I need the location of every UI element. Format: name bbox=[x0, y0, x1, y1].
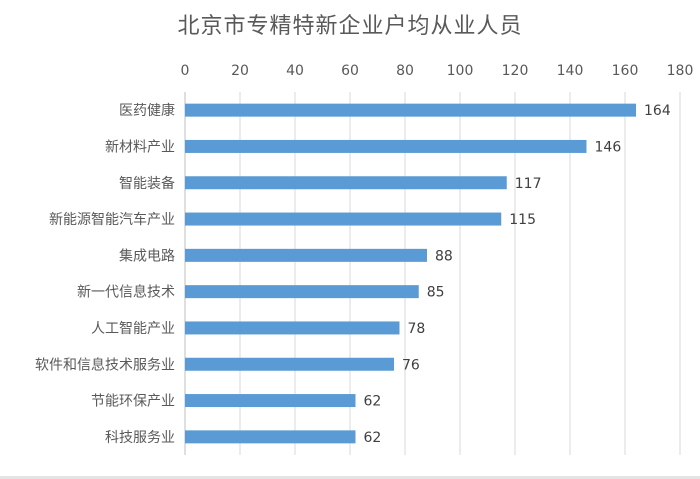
data-label: 146 bbox=[595, 139, 622, 155]
bar bbox=[185, 357, 394, 371]
x-tick-label: 0 bbox=[181, 63, 190, 79]
bar bbox=[185, 139, 587, 153]
data-label: 62 bbox=[364, 394, 382, 410]
x-tick-label: 60 bbox=[341, 63, 359, 79]
category-label: 节能环保产业 bbox=[91, 394, 175, 410]
category-label: 集成电路 bbox=[119, 247, 175, 264]
x-tick-label: 100 bbox=[447, 63, 474, 79]
category-label: 新材料产业 bbox=[105, 139, 175, 155]
x-tick-label: 80 bbox=[396, 63, 414, 79]
data-label: 76 bbox=[402, 357, 420, 373]
data-label: 164 bbox=[644, 103, 671, 119]
category-label: 新一代信息技术 bbox=[77, 284, 175, 301]
bottom-divider bbox=[0, 476, 700, 479]
data-label: 78 bbox=[408, 321, 426, 337]
bar bbox=[185, 212, 502, 226]
category-label: 智能装备 bbox=[119, 175, 175, 192]
bar bbox=[185, 430, 356, 444]
x-tick-label: 20 bbox=[231, 63, 249, 79]
chart-title: 北京市专精特新企业户均从业人员 bbox=[177, 14, 523, 39]
category-label: 科技服务业 bbox=[105, 430, 175, 446]
bar bbox=[185, 103, 636, 117]
data-label: 115 bbox=[509, 212, 536, 228]
category-label: 人工智能产业 bbox=[91, 321, 175, 337]
data-label: 117 bbox=[515, 176, 542, 192]
data-label: 85 bbox=[427, 285, 445, 301]
category-label: 软件和信息技术服务业 bbox=[35, 356, 175, 373]
x-tick-label: 160 bbox=[612, 63, 639, 79]
data-label: 88 bbox=[435, 248, 453, 264]
x-tick-label: 40 bbox=[286, 63, 304, 79]
x-tick-label: 180 bbox=[667, 63, 694, 79]
bar bbox=[185, 176, 507, 190]
x-tick-label: 140 bbox=[557, 63, 584, 79]
category-label: 医药健康 bbox=[119, 102, 175, 119]
bar bbox=[185, 394, 356, 408]
bar bbox=[185, 321, 400, 335]
bar bbox=[185, 285, 419, 299]
bar bbox=[185, 248, 427, 262]
data-label: 62 bbox=[364, 430, 382, 446]
category-label: 新能源智能汽车产业 bbox=[49, 211, 175, 228]
x-tick-label: 120 bbox=[502, 63, 529, 79]
